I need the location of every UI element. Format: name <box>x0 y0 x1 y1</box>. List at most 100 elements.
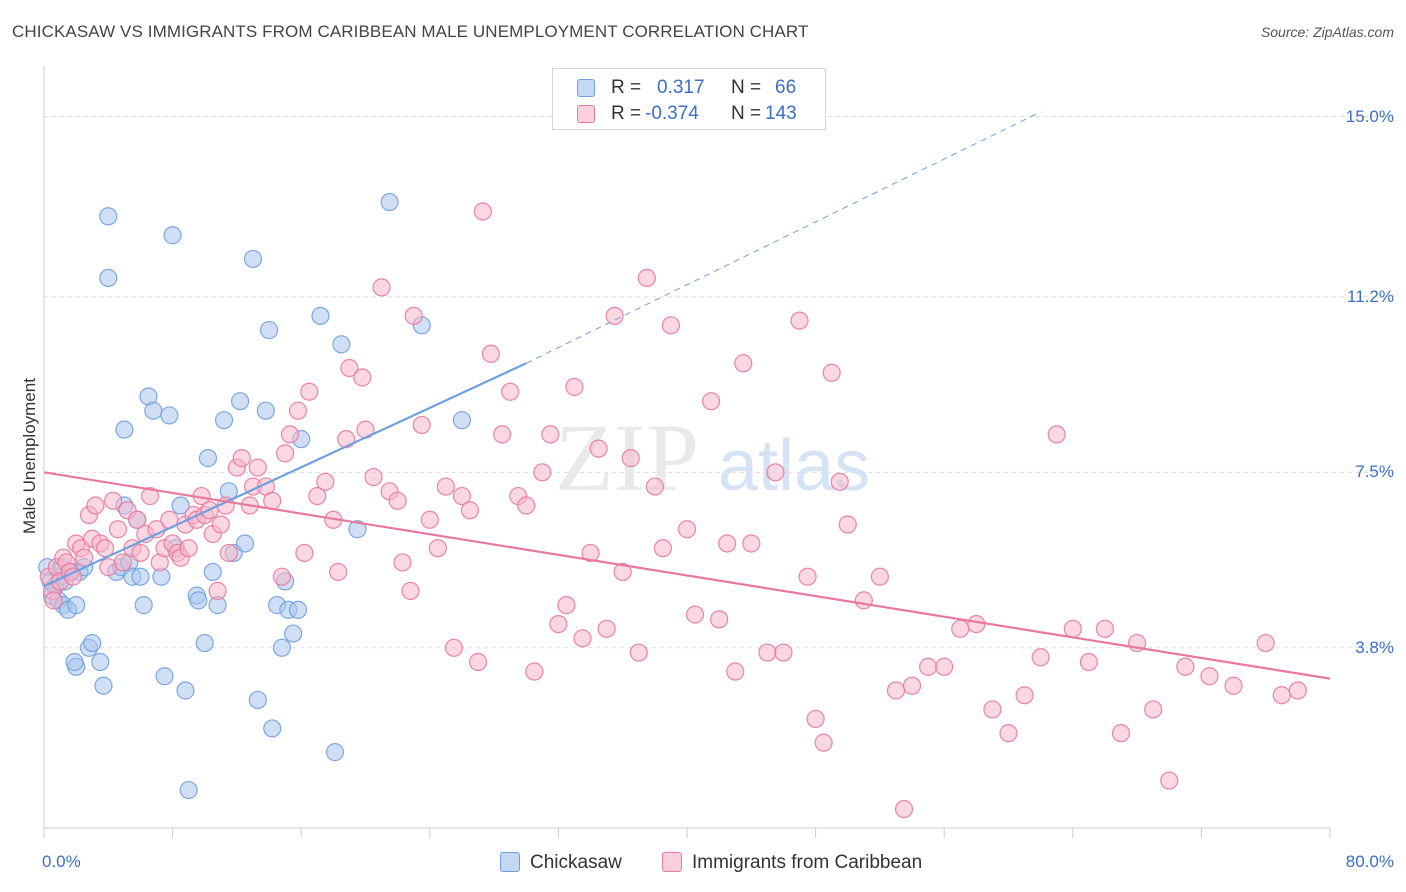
data-point <box>468 652 488 672</box>
data-point <box>718 534 737 553</box>
data-point <box>798 567 817 586</box>
data-point <box>259 320 279 340</box>
y-tick-label: 11.2% <box>1347 286 1394 306</box>
data-point <box>967 614 986 634</box>
data-point <box>1288 681 1307 700</box>
data-point <box>1224 676 1243 695</box>
data-point <box>412 415 431 435</box>
data-point <box>288 401 308 420</box>
data-point <box>195 633 214 653</box>
trend-line-extension-0 <box>526 111 1041 364</box>
data-point <box>99 268 118 288</box>
data-point <box>401 581 420 600</box>
data-point <box>348 520 367 539</box>
data-point <box>134 596 153 615</box>
data-point <box>758 643 777 662</box>
data-point <box>460 501 480 520</box>
data-point <box>86 496 105 515</box>
data-point <box>1200 667 1219 686</box>
y-tick-label: 7.5% <box>1355 462 1394 482</box>
data-point <box>248 458 267 477</box>
trend-line-1 <box>43 471 1331 680</box>
data-point <box>171 496 190 515</box>
data-point <box>214 411 234 430</box>
data-point <box>128 510 147 529</box>
y-tick-label: 15.0% <box>1345 106 1394 126</box>
data-point <box>726 662 745 681</box>
data-point <box>830 472 849 491</box>
data-point <box>163 226 182 245</box>
data-point <box>428 539 447 558</box>
data-point <box>814 733 833 752</box>
legend-n-label: N = <box>731 103 762 124</box>
data-point <box>822 363 841 382</box>
data-point <box>231 392 250 411</box>
data-point <box>473 202 492 221</box>
data-point <box>766 463 785 482</box>
data-point <box>316 472 335 491</box>
data-point <box>115 420 134 439</box>
data-point <box>838 515 857 534</box>
data-point <box>685 605 705 624</box>
data-point <box>131 567 150 586</box>
chart-title: CHICKASAW VS IMMIGRANTS FROM CARIBBEAN M… <box>12 22 809 41</box>
watermark-atlas: atlas <box>718 426 870 506</box>
grid-lines <box>44 116 1392 649</box>
data-point <box>452 411 472 430</box>
data-point <box>91 652 110 672</box>
data-point <box>1144 700 1163 719</box>
data-point <box>99 207 118 226</box>
y-axis-label: Male Unemployment <box>20 378 39 534</box>
data-point <box>280 425 300 444</box>
data-point <box>493 425 512 444</box>
data-point <box>108 520 128 539</box>
chart-source: Source: ZipAtlas.com <box>1260 24 1394 40</box>
bottom-legend-chickasaw: Chickasaw <box>500 852 622 874</box>
data-point <box>65 652 84 672</box>
data-point <box>1256 633 1275 653</box>
correlation-legend: R = 0.317 N = 66 R = -0.374 N = 143 <box>552 68 826 130</box>
data-point <box>211 515 230 534</box>
data-point <box>144 401 163 420</box>
data-point <box>999 724 1018 743</box>
data-point <box>589 439 608 458</box>
data-point <box>481 344 500 363</box>
data-point <box>276 444 295 463</box>
data-point <box>263 491 282 510</box>
y-tick-label: 3.8% <box>1355 637 1394 657</box>
data-point <box>332 335 351 354</box>
data-point <box>353 368 372 387</box>
data-point <box>284 624 303 643</box>
data-point <box>645 477 664 496</box>
data-point <box>702 392 721 411</box>
data-point <box>597 619 616 638</box>
data-point <box>67 596 86 615</box>
data-point <box>637 268 656 288</box>
data-point <box>380 192 399 212</box>
data-point <box>75 548 94 567</box>
data-point <box>919 657 938 676</box>
data-point <box>248 690 267 710</box>
data-point <box>337 430 356 449</box>
data-point <box>219 543 238 563</box>
legend-n-label: N = <box>731 77 762 98</box>
data-point <box>436 477 455 496</box>
data-point <box>364 467 383 487</box>
data-point <box>308 486 327 506</box>
data-point <box>198 449 218 468</box>
data-point <box>256 401 275 420</box>
bottom-legend-caribbean: Immigrants from Caribbean <box>662 852 922 874</box>
data-point <box>104 491 123 510</box>
data-point <box>557 596 576 615</box>
data-point <box>1031 648 1050 667</box>
data-point <box>94 676 113 695</box>
data-point <box>420 510 439 529</box>
data-point <box>894 799 914 819</box>
data-point <box>854 591 873 610</box>
x-tick-min: 0.0% <box>42 852 81 871</box>
data-point <box>629 643 648 662</box>
data-point <box>404 306 423 325</box>
data-point <box>179 780 198 800</box>
chickasaw-points <box>38 192 472 800</box>
axes <box>43 66 1331 838</box>
